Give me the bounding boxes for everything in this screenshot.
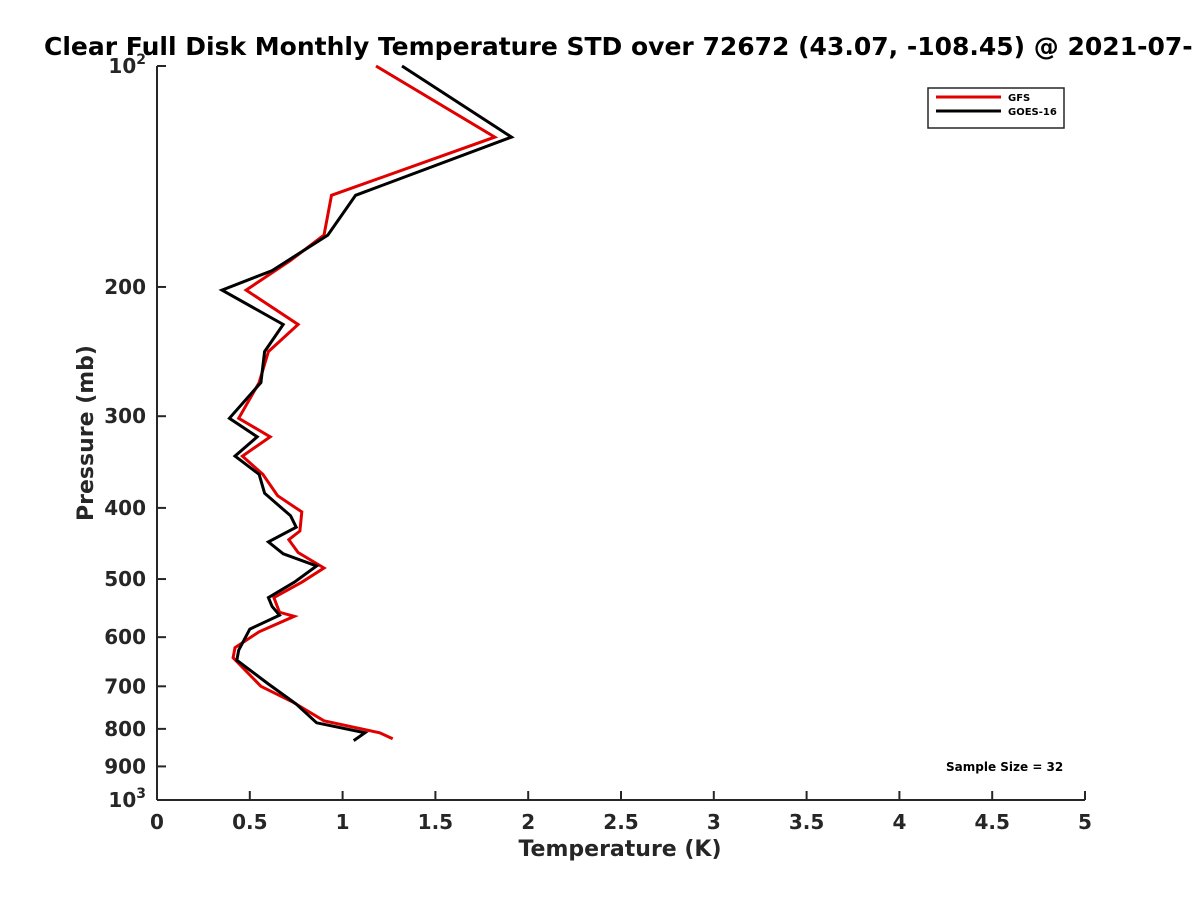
legend-label: GFS [1008, 93, 1030, 104]
series-line-gfs [231, 64, 499, 741]
y-tick-label: 700 [104, 674, 146, 698]
x-tick-label: 3 [707, 810, 721, 834]
y-tick-label: 103 [108, 786, 146, 812]
y-axis-label: Pressure (mb) [74, 345, 99, 521]
y-tick-label: 200 [104, 275, 146, 299]
y-tick-label: 800 [104, 717, 146, 741]
x-tick-label: 4.5 [974, 810, 1009, 834]
legend: GFS GOES-16 [927, 87, 1065, 129]
x-axis-label: Temperature (K) [518, 837, 721, 862]
x-tick-label: 5 [1078, 810, 1092, 834]
y-tick-label: 102 [108, 52, 146, 78]
y-tick-label: 400 [104, 496, 146, 520]
x-tick-label: 2 [521, 810, 535, 834]
y-axis-ticks: 102 200 300 400 500 600 700 800 900 103 [104, 52, 166, 812]
y-tick-label: 300 [104, 404, 146, 428]
series-layer [218, 64, 515, 742]
legend-box [927, 87, 1065, 129]
y-tick-label: 600 [104, 625, 146, 649]
x-tick-label: 0.5 [232, 810, 267, 834]
x-axis-ticks: 0 0.5 1 1.5 2 2.5 3 3.5 4 4.5 5 [150, 791, 1092, 834]
x-tick-label: 2.5 [603, 810, 638, 834]
x-tick-label: 1.5 [418, 810, 453, 834]
y-tick-label: 900 [104, 754, 146, 778]
x-tick-label: 4 [892, 810, 906, 834]
x-tick-label: 1 [336, 810, 350, 834]
chart-title: Clear Full Disk Monthly Temperature STD … [44, 32, 1193, 61]
legend-label: GOES-16 [1008, 107, 1057, 118]
x-tick-label: 0 [150, 810, 164, 834]
x-tick-label: 3.5 [789, 810, 824, 834]
series-line-goes-16 [218, 64, 515, 742]
sample-size-annotation: Sample Size = 32 [946, 760, 1063, 774]
y-tick-label: 500 [104, 567, 146, 591]
